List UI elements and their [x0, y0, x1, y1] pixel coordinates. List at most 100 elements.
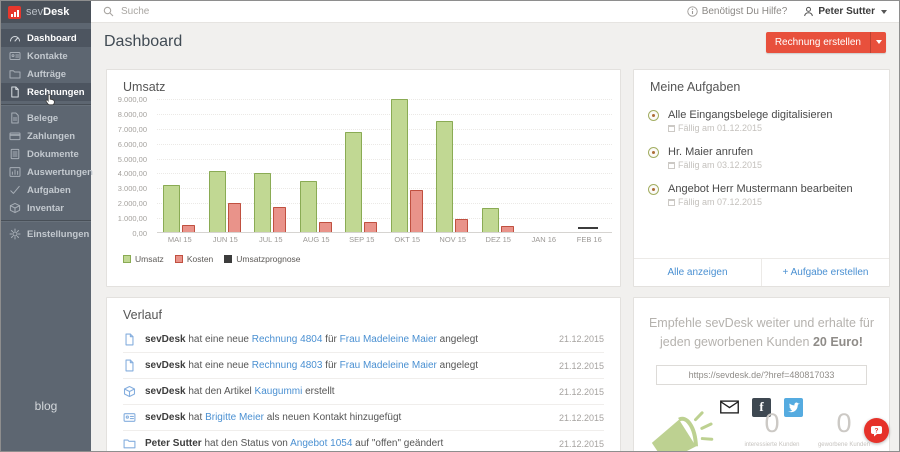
history-text-part: angelegt — [436, 360, 479, 371]
history-date: 21.12.2015 — [558, 360, 604, 371]
revenue-bar-chart: 9.000,00 8.000,00 7.000,00 6.000,00 5.000,00… — [107, 94, 620, 286]
history-link[interactable]: Frau Madeleine Maier — [339, 360, 437, 371]
calendar-icon — [668, 124, 675, 132]
show-all-tasks-link[interactable]: Alle anzeigen — [634, 259, 762, 286]
history-link[interactable]: Kaugummi — [254, 386, 303, 397]
sevdesk-logo[interactable]: sevDesk — [1, 1, 91, 23]
bar-group-feb-16: FEB 16 — [567, 98, 613, 244]
umsatz-bar[interactable] — [299, 181, 317, 232]
sidebar-divider — [1, 104, 91, 106]
history-text-part: als neuen Kontakt hinzugefügt — [263, 412, 402, 423]
legend-item-kosten: Kosten — [174, 254, 213, 264]
sidebar-item-auswertungen[interactable]: Auswertungen — [1, 163, 93, 181]
y-axis-labels: 9.000,00 8.000,00 7.000,00 6.000,00 5.000,00… — [107, 95, 151, 238]
create-invoice-button[interactable]: Rechnung erstellen — [765, 31, 886, 53]
sidebar-item-auftrge[interactable]: Aufträge — [1, 65, 91, 83]
sidebar: sevDesk Dashboard Kontakte Aufträge Rechnun… — [1, 1, 93, 451]
sidebar-item-dashboard[interactable]: Dashboard — [1, 29, 91, 47]
kosten-bar[interactable] — [273, 206, 286, 232]
umsatz-bar[interactable] — [163, 185, 180, 232]
y-tick-label: 6.000,00 — [117, 139, 147, 149]
sidebar-item-dokumente[interactable]: Dokumente — [1, 145, 91, 163]
bar-group-jul-15: JUL 15 — [248, 98, 294, 244]
bar-group-okt-15: OKT 15 — [385, 98, 431, 244]
legend-swatch — [224, 255, 233, 263]
history-text-part: sevDesk — [145, 360, 186, 371]
tasks-footer: Alle anzeigen + Aufgabe erstellen — [634, 258, 889, 286]
kosten-bar[interactable] — [409, 189, 423, 232]
kosten-bar[interactable] — [500, 226, 514, 232]
kosten-bar[interactable] — [227, 202, 241, 232]
sidebar-item-kontakte[interactable]: Kontakte — [1, 47, 91, 65]
umsatz-bar[interactable] — [436, 121, 453, 232]
umsatz-bar[interactable] — [208, 170, 226, 232]
history-date: 21.12.2015 — [558, 386, 604, 397]
history-text-part: sevDesk — [145, 386, 186, 397]
counter-label: interessierte Kunden — [744, 442, 800, 448]
facebook-share-icon[interactable]: f — [752, 397, 771, 417]
chart-title: Umsatz — [123, 80, 166, 94]
umsatz-bar[interactable] — [345, 132, 362, 232]
umsatz-bar[interactable] — [481, 208, 499, 232]
task-body: Angebot Herr Mustermann bearbeiten Fällig… — [668, 183, 853, 207]
kosten-bar[interactable] — [182, 224, 195, 232]
search-input[interactable] — [119, 5, 299, 18]
blog-link[interactable]: blog — [34, 399, 58, 413]
history-link[interactable]: Rechnung 4803 — [251, 360, 323, 371]
tasks-icon — [9, 184, 21, 196]
task-item[interactable]: Angebot Herr Mustermann bearbeiten Fällig… — [634, 176, 889, 213]
history-link[interactable]: Rechnung 4804 — [251, 333, 323, 345]
task-item[interactable]: Alle Eingangsbelege digitalisieren Fällig… — [634, 102, 889, 139]
task-status-icon[interactable] — [648, 184, 659, 195]
sidebar-item-einstellungen[interactable]: Einstellungen — [1, 225, 91, 243]
history-text-part: sevDesk — [145, 333, 186, 345]
sidebar-item-zahlungen[interactable]: Zahlungen — [1, 127, 91, 145]
history-link[interactable]: Angebot 1054 — [290, 438, 353, 449]
task-status-icon[interactable] — [648, 110, 659, 121]
history-text-part: hat — [185, 412, 206, 423]
gridline — [157, 203, 612, 205]
create-task-link[interactable]: + Aufgabe erstellen — [782, 267, 869, 278]
user-menu[interactable]: Peter Sutter — [803, 6, 887, 17]
y-tick-label: 7.000,00 — [117, 124, 147, 134]
help-link[interactable]: Benötigst Du Hilfe? — [687, 6, 787, 17]
referral-url-input[interactable] — [657, 368, 866, 381]
document-icon — [123, 359, 136, 372]
task-due: Fällig am 01.12.2015 — [668, 123, 833, 133]
counter-label: geworbene Kunden — [817, 442, 871, 448]
user-name: Peter Sutter — [818, 6, 875, 17]
task-item[interactable]: Hr. Maier anrufen Fällig am 03.12.2015 — [634, 139, 889, 176]
article-icon — [123, 385, 136, 398]
kosten-bar[interactable] — [455, 218, 468, 232]
email-share-icon[interactable] — [720, 398, 739, 417]
umsatzprognose-marker[interactable] — [577, 227, 598, 230]
umsatz-bar[interactable] — [254, 173, 271, 232]
task-status-icon[interactable] — [648, 147, 659, 158]
task-due: Fällig am 03.12.2015 — [668, 160, 762, 170]
user-icon — [804, 6, 814, 17]
sidebar-item-aufgaben[interactable]: Aufgaben — [1, 181, 91, 199]
search-icon — [103, 6, 114, 17]
sidebar-nav: Dashboard Kontakte Aufträge Rechnungen Beleg… — [1, 23, 93, 243]
history-link[interactable]: Brigitte Meier — [205, 412, 264, 423]
bar-group-sep-15: SEP 15 — [339, 98, 385, 244]
create-invoice-dropdown[interactable] — [870, 31, 886, 53]
tasks-title: Meine Aufgaben — [650, 80, 741, 94]
referral-url-box[interactable] — [656, 364, 867, 385]
history-link[interactable]: Frau Madeleine Maier — [339, 333, 437, 345]
sidebar-item-rechnungen[interactable]: Rechnungen — [1, 83, 91, 101]
kosten-bar[interactable] — [364, 222, 377, 232]
chat-help-button[interactable]: ? — [864, 418, 889, 443]
page-header: Dashboard Rechnung erstellen — [91, 23, 899, 61]
twitter-share-icon[interactable] — [784, 397, 803, 417]
search-box[interactable] — [103, 5, 299, 18]
history-text-part: angelegt — [436, 333, 479, 345]
x-tick-label: AUG 15 — [302, 235, 330, 244]
umsatz-bar[interactable] — [390, 98, 408, 232]
history-text-part: hat eine neue — [185, 360, 252, 371]
task-due: Fällig am 07.12.2015 — [668, 197, 853, 207]
sidebar-item-belege[interactable]: Belege — [1, 109, 91, 127]
sidebar-item-inventar[interactable]: Inventar — [1, 199, 91, 217]
legend-label: Umsatz — [135, 254, 164, 264]
kosten-bar[interactable] — [318, 222, 332, 232]
